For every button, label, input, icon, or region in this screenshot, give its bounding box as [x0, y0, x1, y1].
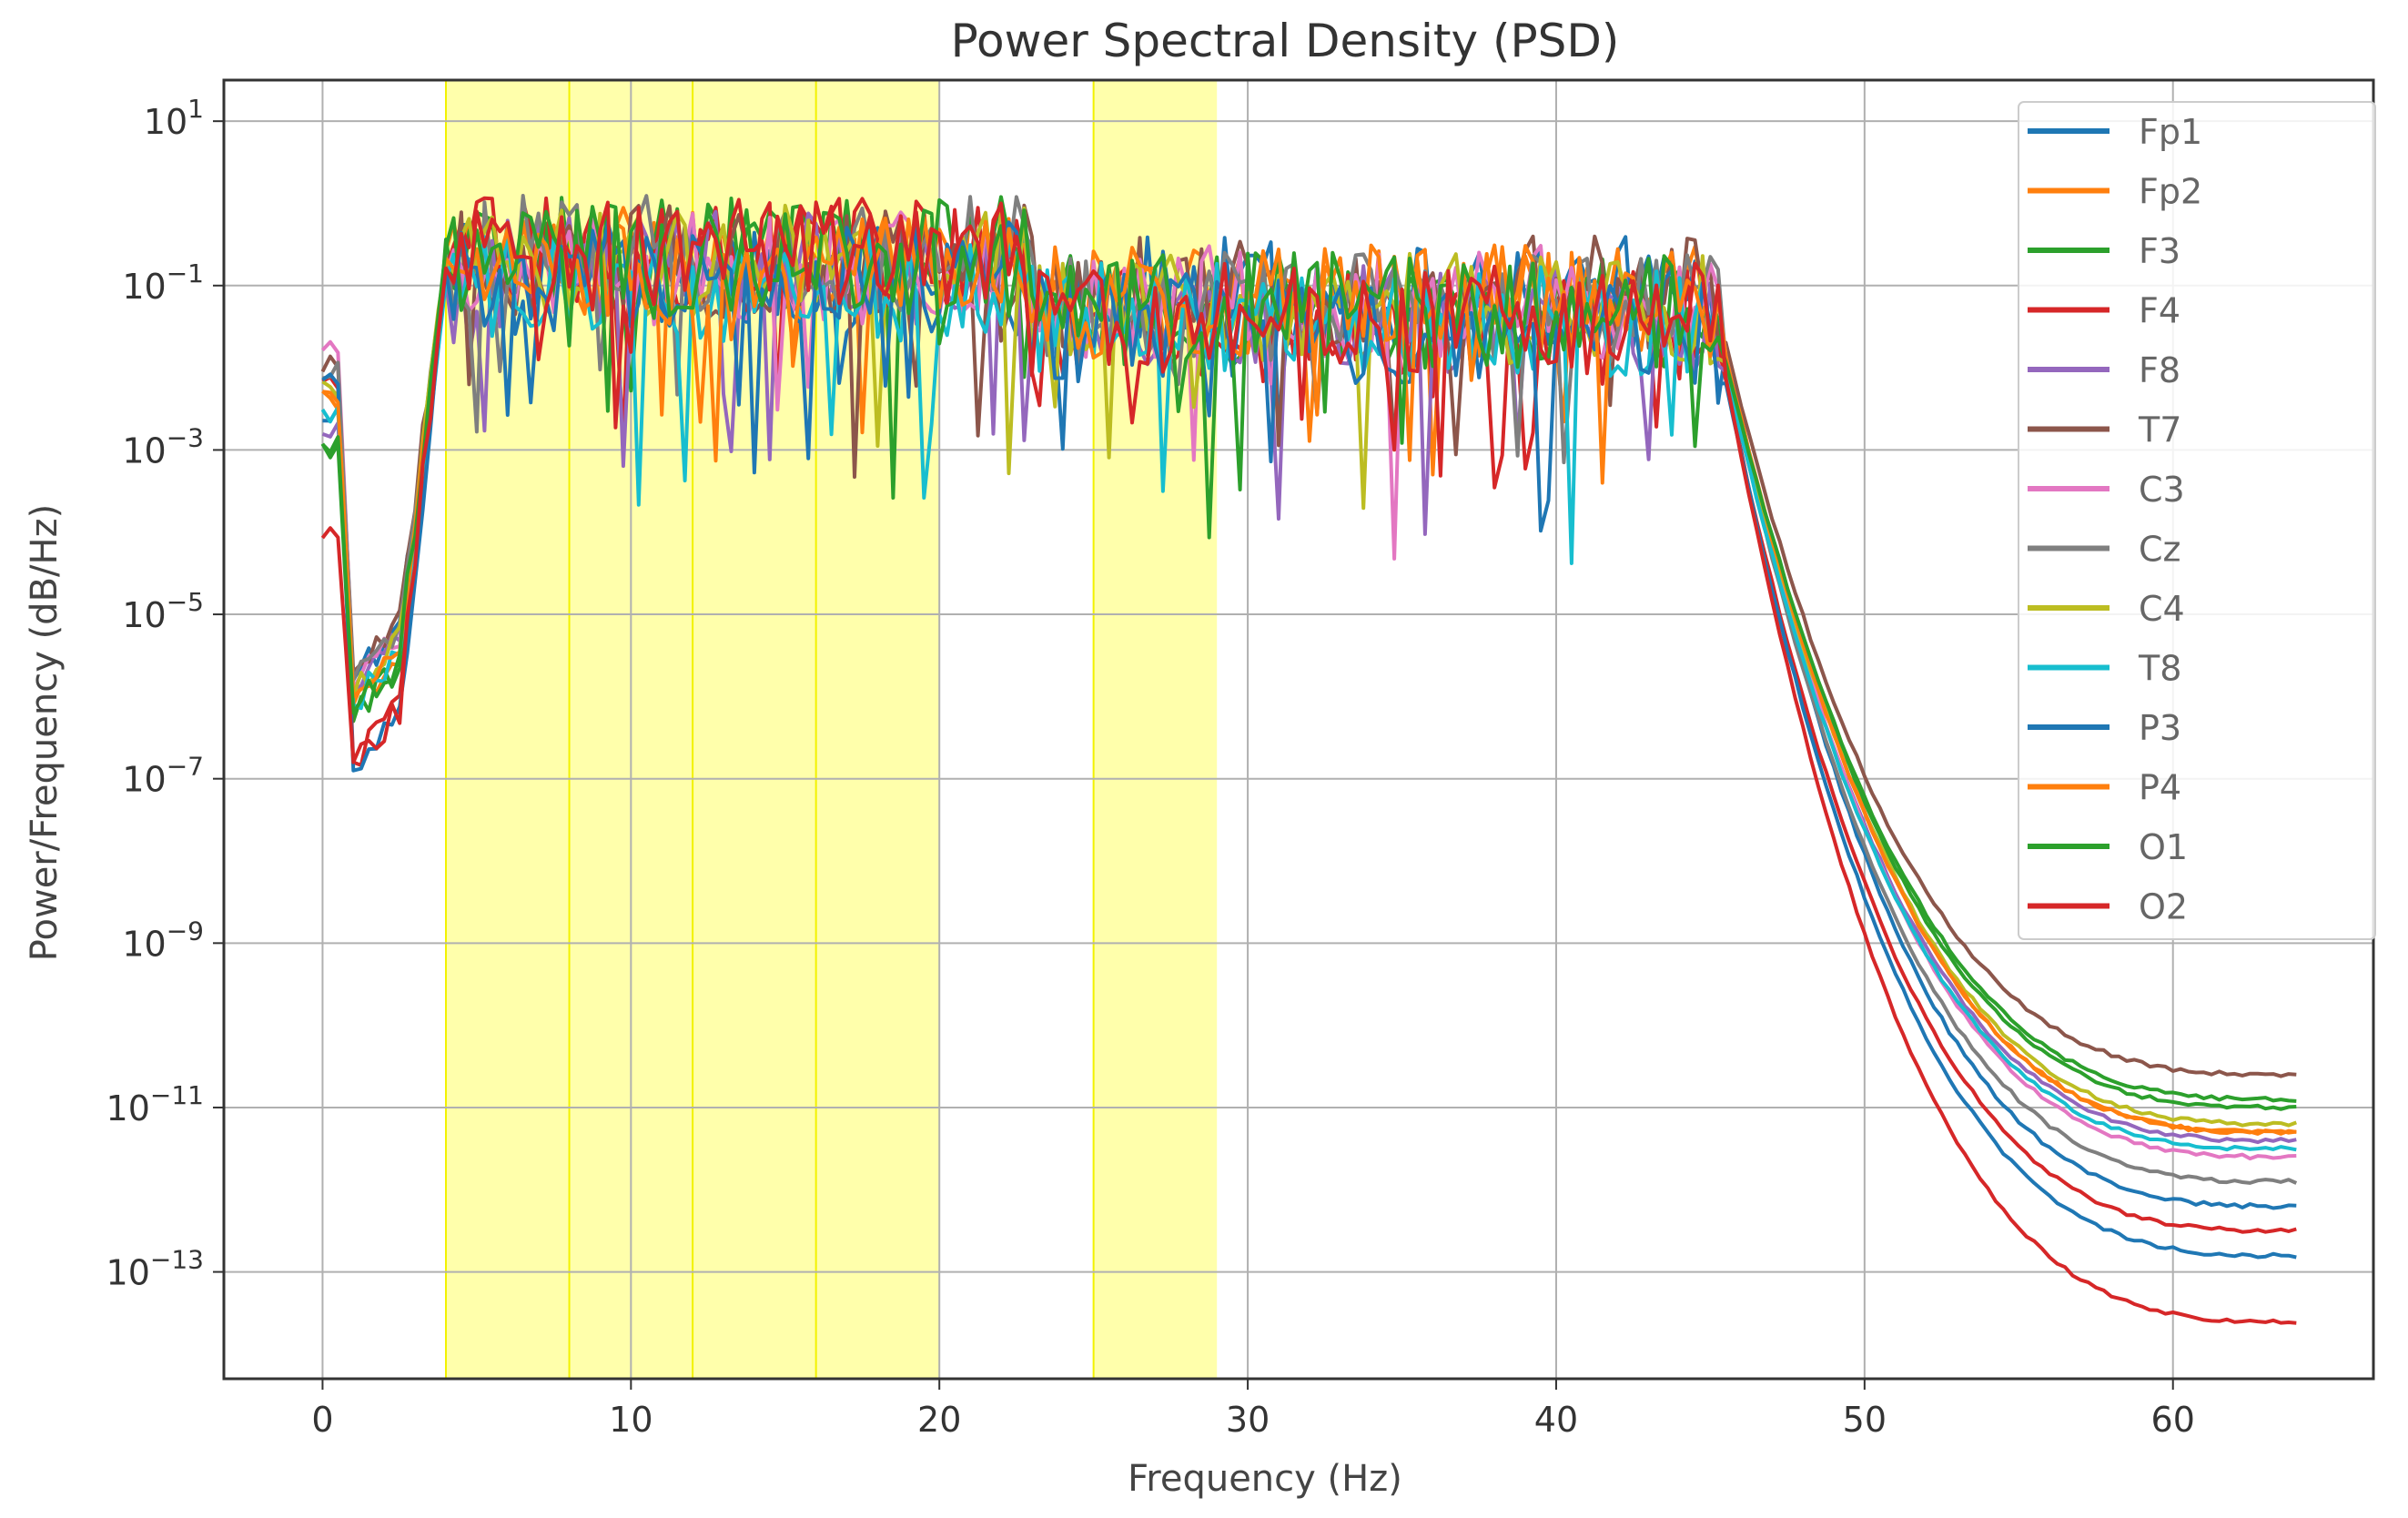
x-tick-label: 30 — [1226, 1400, 1270, 1440]
x-tick-label: 10 — [609, 1400, 653, 1440]
y-tick-exponent: −5 — [167, 587, 204, 617]
legend-label-f4: F4 — [2139, 291, 2180, 331]
legend-label-p3: P3 — [2139, 708, 2181, 748]
x-tick-label: 60 — [2151, 1400, 2195, 1440]
y-axis-label: Power/Frequency (dB/Hz) — [24, 504, 66, 961]
series-line-p3 — [321, 219, 2297, 1260]
x-tick-label: 40 — [1534, 1400, 1578, 1440]
y-tick-base: 10 — [106, 1253, 150, 1293]
series-lines — [320, 194, 2298, 1325]
legend: Fp1 Fp2 F3 F4 F8 T7 C3 Cz C4 T8 P3 P4 O1 O2 — [2018, 101, 2376, 940]
y-tick-label: 10−13 — [106, 1245, 204, 1293]
y-tick-base: 10 — [122, 924, 166, 964]
x-tick-label: 50 — [1843, 1400, 1887, 1440]
axis-ticks: 0 10 20 30 40 50 6010110−110−310−510−710−910−1… — [106, 94, 2195, 1440]
y-tick-exponent: −3 — [167, 422, 204, 452]
legend-label-o1: O1 — [2139, 827, 2188, 867]
legend-box — [2018, 101, 2376, 940]
y-tick-base: 10 — [144, 102, 187, 142]
y-tick-label: 10−5 — [122, 587, 204, 635]
y-tick-label: 10−7 — [122, 752, 204, 800]
legend-label-cz: Cz — [2139, 530, 2180, 570]
y-tick-exponent: −11 — [150, 1080, 204, 1110]
x-tick-label: 20 — [917, 1400, 961, 1440]
legend-label-f3: F3 — [2139, 231, 2180, 271]
legend-label-p4: P4 — [2139, 768, 2181, 808]
legend-label-fp2: Fp2 — [2139, 172, 2202, 212]
legend-label-f8: F8 — [2139, 350, 2180, 390]
y-tick-base: 10 — [122, 595, 166, 635]
legend-label-c3: C3 — [2139, 470, 2185, 510]
y-tick-exponent: −1 — [167, 258, 204, 288]
y-tick-exponent: −7 — [167, 752, 204, 782]
y-tick-base: 10 — [106, 1088, 150, 1128]
y-tick-base: 10 — [122, 760, 166, 800]
legend-label-c4: C4 — [2139, 589, 2185, 629]
y-tick-label: 10−1 — [122, 258, 204, 307]
series-line-o1 — [320, 205, 2297, 1103]
y-tick-label: 10−3 — [122, 422, 204, 471]
legend-label-o2: O2 — [2139, 887, 2188, 927]
legend-label-t8: T8 — [2138, 649, 2181, 689]
y-tick-base: 10 — [122, 430, 166, 471]
chart-title: Power Spectral Density (PSD) — [951, 15, 1620, 67]
y-tick-base: 10 — [122, 267, 166, 307]
y-tick-label: 101 — [144, 94, 204, 142]
x-tick-label: 0 — [311, 1400, 333, 1440]
y-tick-label: 10−11 — [106, 1080, 204, 1128]
legend-label-fp1: Fp1 — [2139, 112, 2202, 152]
y-tick-exponent: 1 — [187, 94, 204, 124]
x-axis-label: Frequency (Hz) — [1128, 1458, 1402, 1500]
y-tick-exponent: −13 — [150, 1245, 204, 1275]
y-tick-exponent: −9 — [167, 916, 204, 946]
legend-label-t7: T7 — [2138, 410, 2181, 450]
series-line-o2 — [320, 197, 2297, 1325]
y-tick-label: 10−9 — [122, 916, 204, 964]
